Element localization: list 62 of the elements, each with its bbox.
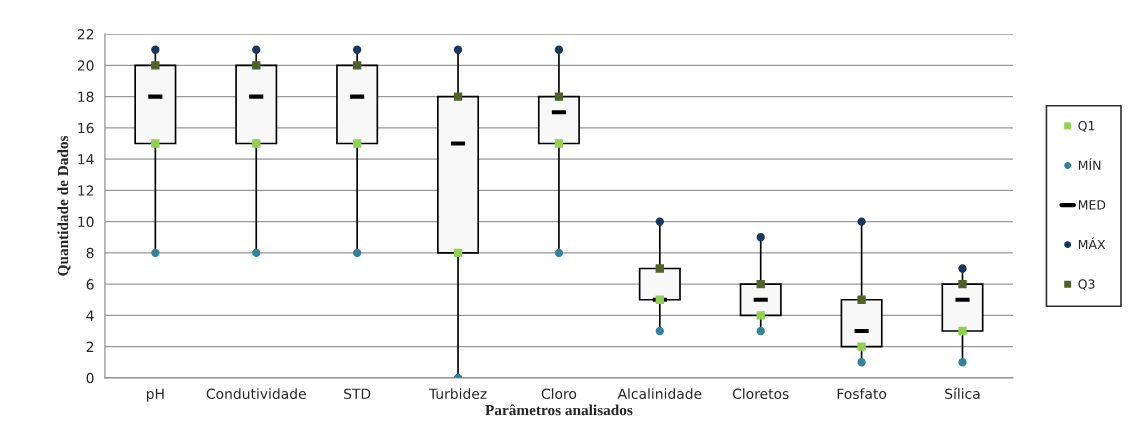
point xyxy=(655,217,664,226)
point xyxy=(352,61,362,70)
point xyxy=(252,248,261,258)
x-tick-label: Alcalinidade xyxy=(617,388,702,400)
point xyxy=(756,311,765,320)
point xyxy=(958,326,967,336)
point xyxy=(655,264,664,273)
x-tick-label: Sílica xyxy=(945,387,980,400)
point xyxy=(655,326,664,336)
point xyxy=(756,326,765,336)
point xyxy=(151,139,160,148)
x-tick-label: Condutividade xyxy=(206,388,306,400)
point xyxy=(453,248,463,258)
y-tick-label: 20 xyxy=(77,60,94,71)
y-tick-label: 16 xyxy=(78,122,94,134)
legend-label: MÍN xyxy=(1078,158,1101,170)
point xyxy=(756,279,765,289)
point xyxy=(554,139,564,148)
point xyxy=(453,92,463,101)
x-tick-label: Fosfato xyxy=(837,388,887,400)
point xyxy=(554,248,564,258)
y-tick-label: 4 xyxy=(86,310,94,321)
x-axis-title: Parâmetros analisados xyxy=(485,404,633,416)
y-tick-label: 2 xyxy=(86,341,94,352)
point xyxy=(958,358,967,367)
point xyxy=(857,217,866,226)
point xyxy=(857,342,866,351)
y-tick-label: 10 xyxy=(78,216,94,228)
point xyxy=(958,264,967,273)
point xyxy=(151,248,160,258)
y-tick-label: 0 xyxy=(86,372,94,384)
y-tick-label: 22 xyxy=(77,29,94,40)
point xyxy=(857,295,866,304)
legend-label: Q3 xyxy=(1078,279,1095,291)
legend-label: MED xyxy=(1078,200,1106,210)
point xyxy=(554,45,564,54)
point xyxy=(554,92,564,101)
y-tick-label: 6 xyxy=(86,279,94,290)
x-tick-label: Cloretos xyxy=(732,388,789,400)
y-tick-label: 8 xyxy=(86,247,94,259)
point xyxy=(453,45,463,54)
y-tick-label: 18 xyxy=(78,91,94,103)
point xyxy=(958,279,967,289)
point xyxy=(151,61,160,70)
point xyxy=(352,139,362,148)
point xyxy=(252,61,261,70)
x-tick-label: Cloro xyxy=(541,388,577,400)
point xyxy=(252,45,261,54)
point xyxy=(151,45,160,54)
point xyxy=(756,233,765,242)
legend-label: Q1 xyxy=(1078,120,1095,132)
x-tick-label: Turbidez xyxy=(428,388,487,400)
y-tick-label: 12 xyxy=(78,185,94,196)
point xyxy=(352,248,362,258)
point xyxy=(857,358,866,367)
point xyxy=(252,139,261,148)
legend-label: MÁX xyxy=(1078,237,1106,250)
point xyxy=(352,45,362,54)
y-axis-title: Quantidade de Dados xyxy=(57,135,71,276)
y-tick-label: 14 xyxy=(78,154,94,165)
x-tick-label: STD xyxy=(344,388,371,400)
x-tick-label: pH xyxy=(146,388,164,402)
